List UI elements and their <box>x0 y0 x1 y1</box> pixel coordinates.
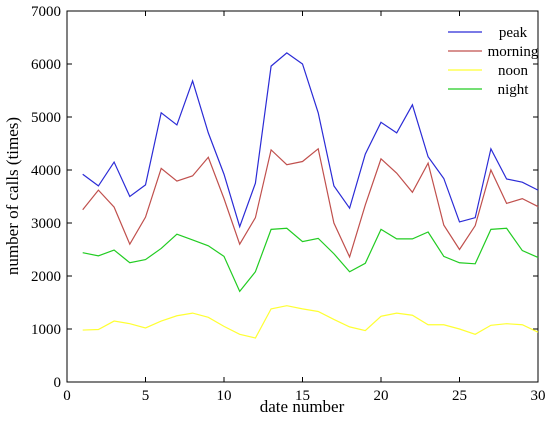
x-tick-label: 10 <box>217 388 232 404</box>
y-tick-label: 1000 <box>31 322 61 338</box>
x-tick-label: 15 <box>295 388 310 404</box>
legend: peak morning noon night <box>448 25 539 98</box>
legend-label-night: night <box>498 82 530 98</box>
x-tick-label: 30 <box>531 388 546 404</box>
x-tick-label: 25 <box>452 388 467 404</box>
series-lines <box>82 52 539 339</box>
legend-label-noon: noon <box>498 63 529 79</box>
y-axis-title: number of calls (times) <box>3 117 22 275</box>
axis-ticks: 0 5 10 15 20 25 30 0 1000 2000 3000 4000 5000 6000 700… <box>31 4 546 404</box>
legend-label-peak: peak <box>499 25 528 41</box>
y-tick-label: 2000 <box>31 269 61 285</box>
y-tick-label: 0 <box>54 375 62 391</box>
y-tick-label: 7000 <box>31 4 61 20</box>
series-line-night <box>82 227 539 293</box>
series-line-morning <box>82 147 539 259</box>
y-tick-label: 4000 <box>31 163 61 179</box>
legend-label-morning: morning <box>488 44 539 60</box>
x-tick-label: 20 <box>374 388 389 404</box>
series-line-peak <box>82 52 539 229</box>
x-axis-title: date number <box>260 397 345 416</box>
x-tick-label: 0 <box>63 388 71 404</box>
y-tick-label: 6000 <box>31 57 61 73</box>
x-tick-label: 5 <box>142 388 150 404</box>
series-line-noon <box>82 305 539 339</box>
y-tick-label: 3000 <box>31 216 61 232</box>
y-tick-label: 5000 <box>31 110 61 126</box>
